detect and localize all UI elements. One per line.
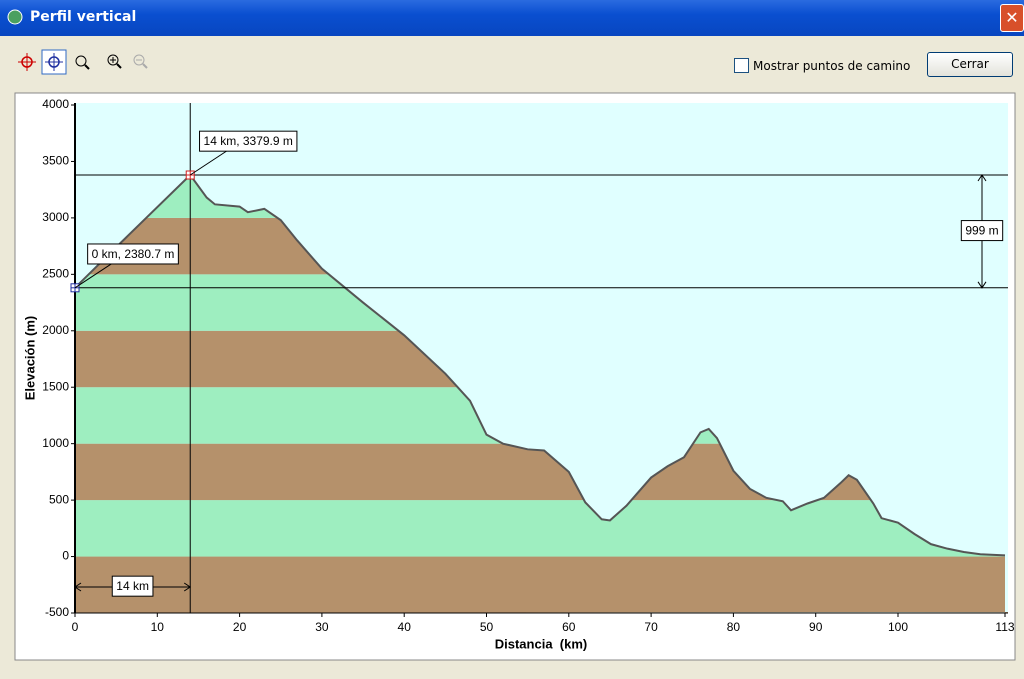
x-tick-label: 10 (151, 620, 165, 634)
elevation-diff-label-box (960, 220, 1004, 242)
x-tick-label: 40 (398, 620, 412, 634)
y-tick-label: 1500 (42, 379, 69, 393)
y-tick-label: -500 (45, 605, 69, 619)
y-tick-label: 1000 (42, 436, 69, 450)
elevation-band (75, 443, 1008, 501)
distance-label-box (111, 575, 154, 597)
window-title: Perfil vertical (30, 9, 137, 25)
elevation-band (75, 217, 1008, 275)
y-tick-label: 2500 (42, 267, 69, 281)
waypoints-checkbox[interactable]: Mostrar puntos de camino (734, 58, 910, 73)
y-tick-label: 0 (62, 549, 69, 563)
marker-label: 0 km, 2380.7 m (92, 247, 175, 261)
x-tick-label: 50 (480, 620, 494, 634)
y-tick-label: 2000 (42, 323, 69, 337)
marker-callout-pointer (189, 149, 229, 176)
x-tick-label: 20 (233, 620, 247, 634)
marker-point (185, 170, 195, 180)
close-dialog-button[interactable]: Cerrar (927, 52, 1013, 77)
elevation-band (75, 330, 1008, 388)
close-button[interactable]: ✕ (1000, 4, 1024, 32)
elevation-diff-label: 999 m (965, 224, 998, 238)
marker-callout-pointer (74, 262, 114, 289)
x-tick-label: 80 (727, 620, 741, 634)
distance-label: 14 km (116, 579, 149, 593)
marker-point (70, 283, 80, 293)
y-tick-label: 4000 (42, 97, 69, 111)
toolbar (18, 49, 148, 75)
elevation-band (75, 105, 1008, 161)
x-tick-label: 100 (888, 620, 908, 634)
profile-line (74, 173, 1006, 557)
elevation-band (75, 500, 1008, 557)
zoom-in-tool[interactable] (107, 54, 122, 69)
elevation-band (75, 387, 1008, 444)
x-tick-label: 30 (315, 620, 329, 634)
y-tick-label: 500 (49, 492, 69, 506)
x-axis-label: Distancia (km) (495, 636, 587, 651)
x-tick-label: 113 (995, 620, 1014, 634)
y-tick-label: 3500 (42, 154, 69, 168)
arrow-heads (74, 582, 192, 592)
cursor-tool[interactable] (41, 49, 67, 75)
elevation-band (75, 556, 1008, 613)
x-tick-label: 70 (644, 620, 658, 634)
y-tick-label: 3000 (42, 210, 69, 224)
checkbox-label: Mostrar puntos de camino (753, 58, 911, 73)
marker-label-box (87, 243, 179, 265)
marker-label: 14 km, 3379.9 m (204, 134, 293, 148)
x-tick-label: 0 (72, 620, 79, 634)
title-bar: Perfil vertical ✕ (0, 0, 1024, 36)
pick-tool[interactable] (18, 53, 36, 71)
y-axis-label: Elevación (m) (22, 316, 37, 401)
chart-panel (14, 92, 1016, 661)
arrow-heads (977, 174, 987, 289)
x-tick-label: 60 (562, 620, 576, 634)
elevation-band (75, 274, 1008, 331)
marker-label-box (199, 130, 298, 152)
app-icon (7, 9, 23, 25)
area-bands (75, 105, 1008, 613)
x-tick-label: 90 (809, 620, 823, 634)
zoom-out-tool[interactable] (133, 54, 148, 69)
plot-background (75, 103, 1008, 613)
zoom-area-tool[interactable] (75, 55, 90, 70)
elevation-band (75, 175, 1008, 218)
